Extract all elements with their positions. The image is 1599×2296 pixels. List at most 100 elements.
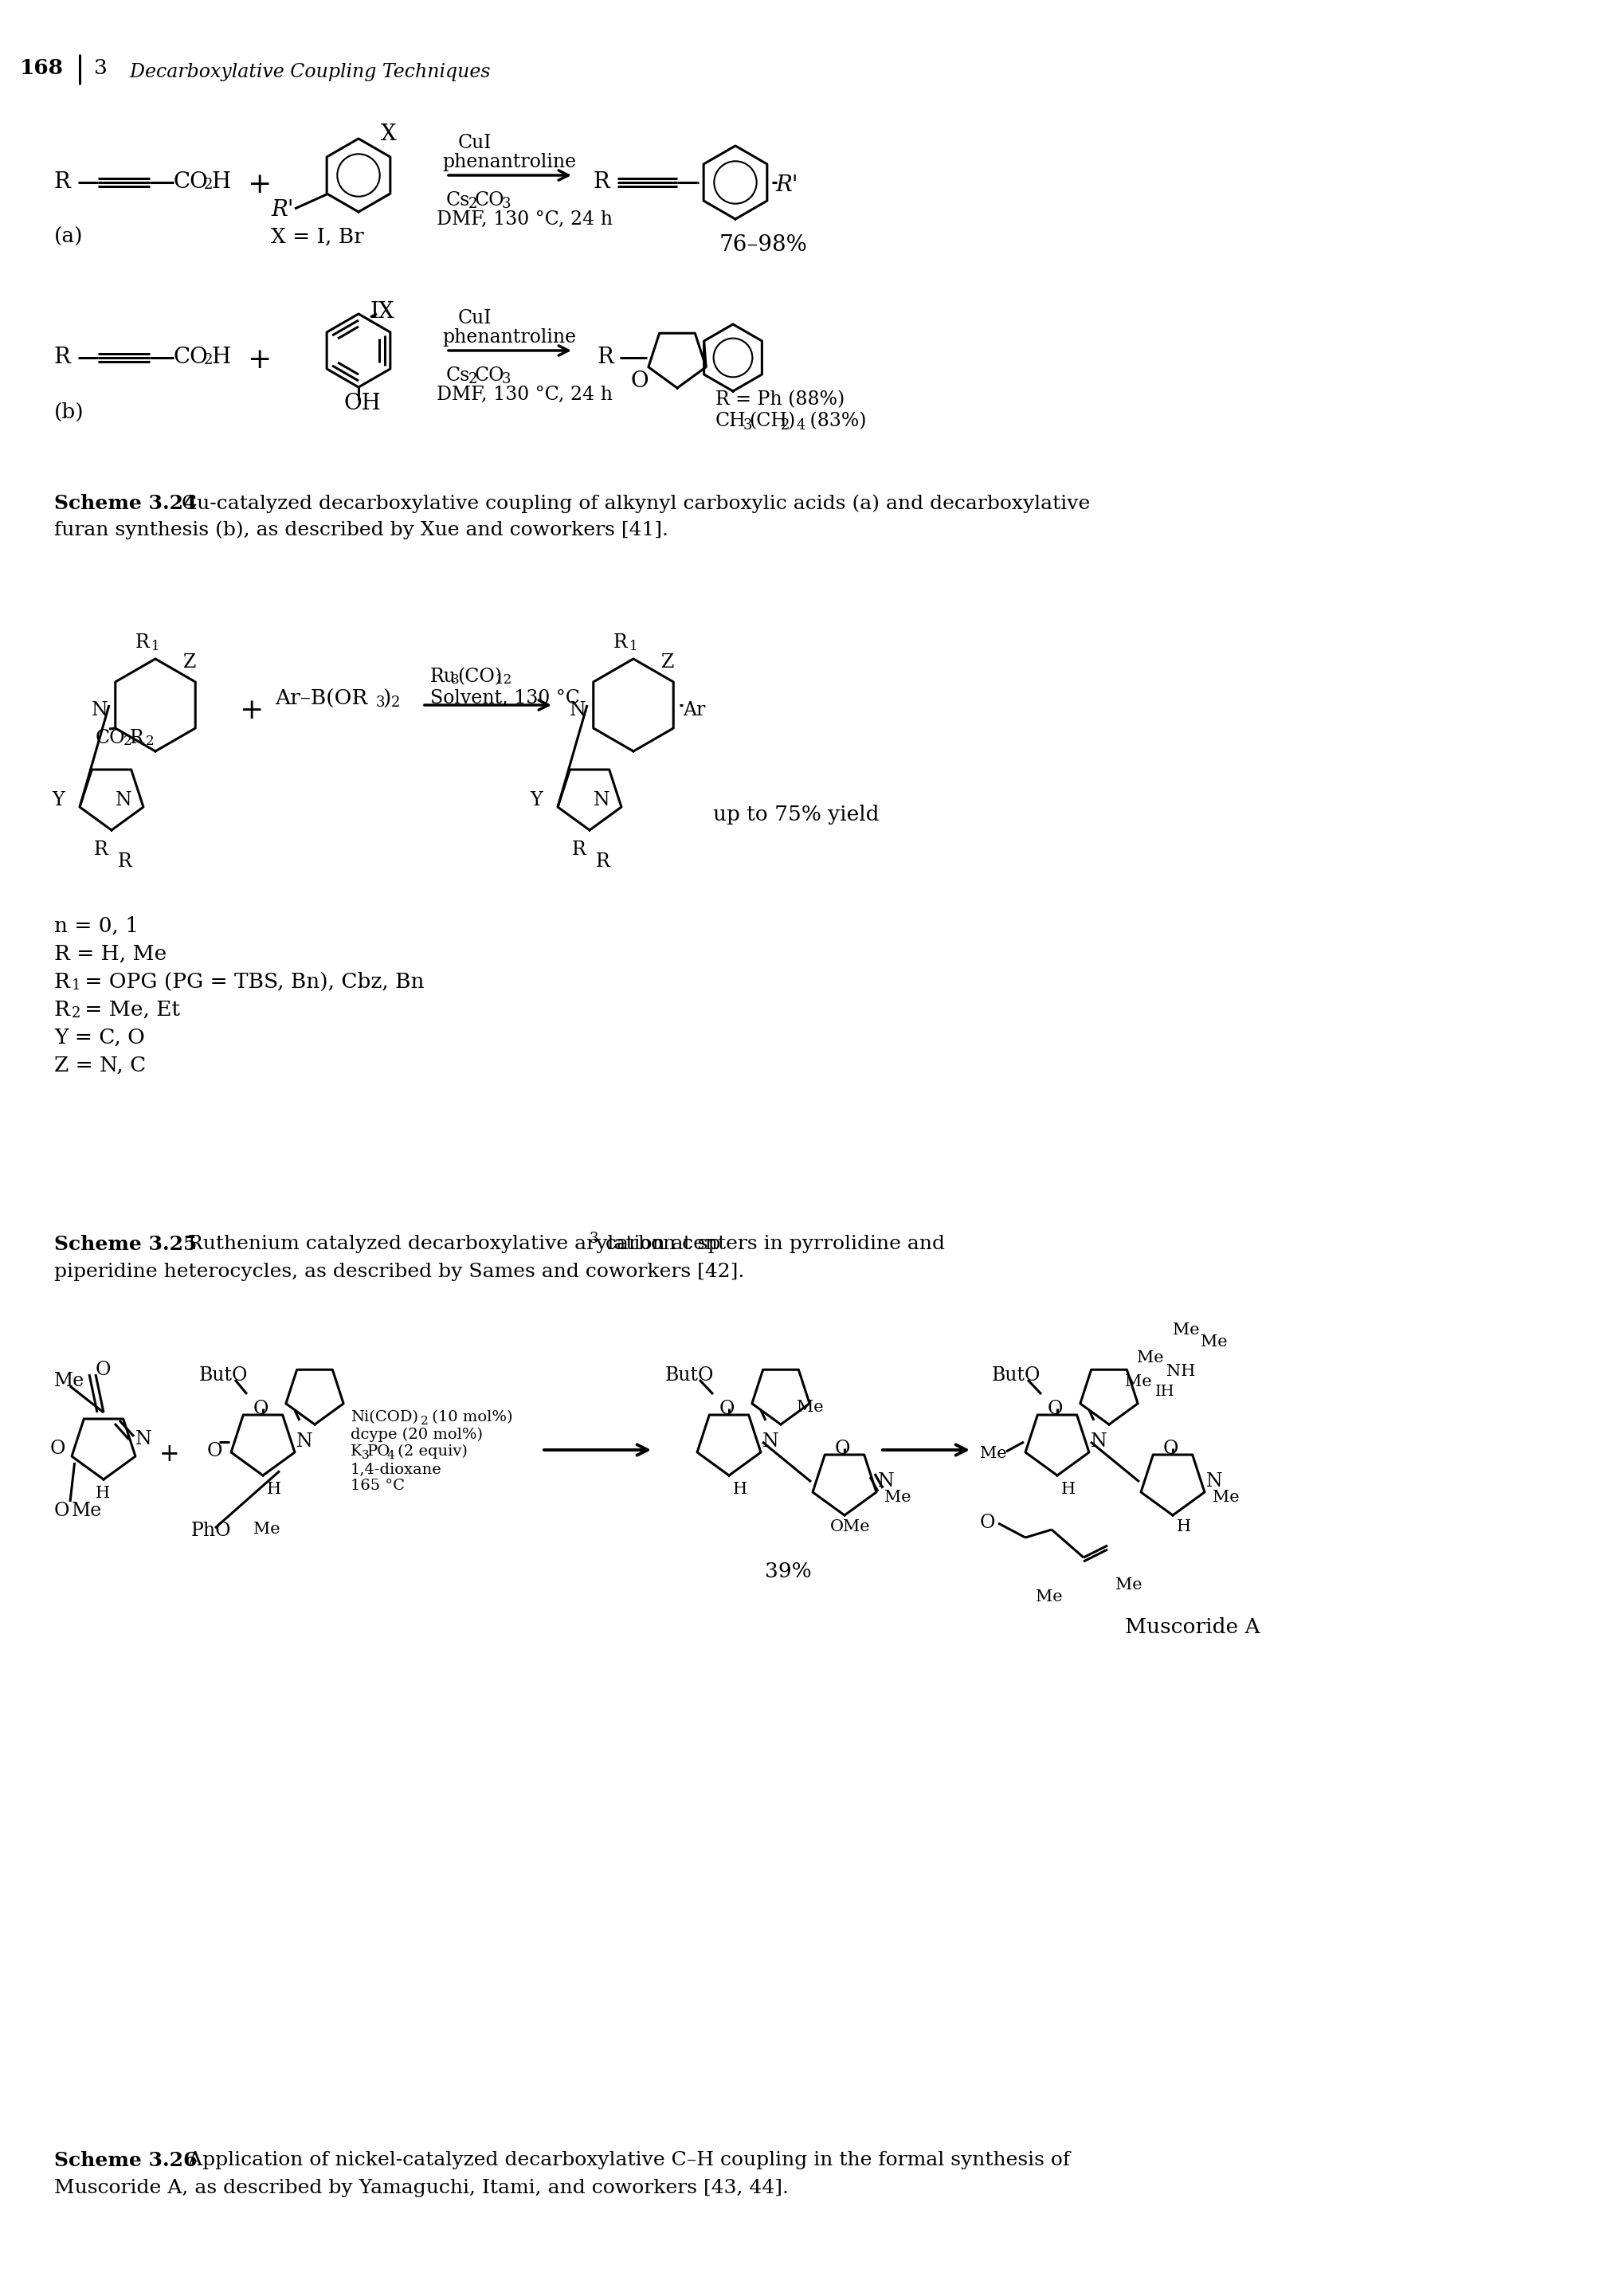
Text: H: H xyxy=(211,347,230,367)
Text: Y = C, O: Y = C, O xyxy=(54,1029,146,1047)
Text: furan synthesis (b), as described by Xue and coworkers [41].: furan synthesis (b), as described by Xue… xyxy=(54,521,668,540)
Text: H: H xyxy=(732,1481,747,1497)
Text: N: N xyxy=(296,1433,313,1451)
Text: ButO: ButO xyxy=(991,1366,1041,1384)
Text: O: O xyxy=(96,1362,110,1380)
Text: Muscoride A: Muscoride A xyxy=(1124,1616,1260,1637)
Text: R: R xyxy=(118,852,133,870)
Text: H: H xyxy=(1060,1481,1075,1497)
Text: 2: 2 xyxy=(469,372,477,386)
Text: O: O xyxy=(720,1401,734,1419)
Text: X: X xyxy=(381,124,397,145)
Text: R: R xyxy=(572,840,585,859)
Text: n = 0, 1: n = 0, 1 xyxy=(54,916,139,937)
Text: 3: 3 xyxy=(361,1451,369,1460)
Text: R: R xyxy=(54,999,70,1019)
Text: Me: Me xyxy=(1172,1322,1199,1339)
Text: N: N xyxy=(91,700,109,719)
Text: 3: 3 xyxy=(502,197,510,211)
Text: up to 75% yield: up to 75% yield xyxy=(713,804,879,824)
Text: IX: IX xyxy=(371,301,395,324)
Text: N: N xyxy=(878,1472,894,1490)
Text: Me: Me xyxy=(1212,1490,1239,1504)
Text: Scheme 3.26: Scheme 3.26 xyxy=(54,2151,197,2170)
Text: Z = N, C: Z = N, C xyxy=(54,1056,146,1075)
Text: 2: 2 xyxy=(780,418,790,432)
Text: O: O xyxy=(253,1401,269,1419)
Text: Muscoride A, as described by Yamaguchi, Itami, and coworkers [43, 44].: Muscoride A, as described by Yamaguchi, … xyxy=(54,2179,788,2197)
Text: Scheme 3.24: Scheme 3.24 xyxy=(54,494,197,512)
Text: CO: CO xyxy=(96,728,125,746)
Text: Ar–B(OR: Ar–B(OR xyxy=(275,689,368,709)
Text: CO: CO xyxy=(174,347,208,367)
Text: O: O xyxy=(835,1440,851,1458)
Text: 1: 1 xyxy=(152,641,160,654)
Text: CuI: CuI xyxy=(457,133,492,152)
Text: R = H, Me: R = H, Me xyxy=(54,944,166,964)
Text: Solvent, 130 °C: Solvent, 130 °C xyxy=(430,689,579,707)
Text: Ni(COD): Ni(COD) xyxy=(350,1410,417,1424)
Text: N: N xyxy=(136,1430,152,1449)
Text: +: + xyxy=(160,1442,179,1467)
Text: N: N xyxy=(593,792,609,810)
Text: IH: IH xyxy=(1154,1384,1174,1398)
Text: CO: CO xyxy=(174,172,208,193)
Text: 3: 3 xyxy=(376,696,385,709)
Text: N: N xyxy=(763,1433,779,1451)
Text: Cs: Cs xyxy=(446,367,470,386)
Text: 2: 2 xyxy=(469,197,477,211)
Text: Me: Me xyxy=(54,1373,85,1389)
Text: R = Ph (88%): R = Ph (88%) xyxy=(715,390,844,409)
Text: 168: 168 xyxy=(19,57,64,78)
Text: R: R xyxy=(54,971,70,992)
Text: 1,4-dioxane: 1,4-dioxane xyxy=(350,1463,441,1476)
Text: 3: 3 xyxy=(744,418,752,432)
Text: DMF, 130 °C, 24 h: DMF, 130 °C, 24 h xyxy=(437,211,612,230)
Text: NH: NH xyxy=(1166,1364,1194,1380)
Text: R': R' xyxy=(776,174,798,195)
Text: CO: CO xyxy=(475,191,505,209)
Text: R: R xyxy=(596,852,609,870)
Text: Z: Z xyxy=(184,654,197,673)
Text: (a): (a) xyxy=(54,227,83,248)
Text: carbon centers in pyrrolidine and: carbon centers in pyrrolidine and xyxy=(600,1235,945,1254)
Text: = Me, Et: = Me, Et xyxy=(78,999,181,1019)
Text: 1: 1 xyxy=(628,641,638,654)
Text: ButO: ButO xyxy=(665,1366,713,1384)
Text: PhO: PhO xyxy=(192,1522,232,1541)
Text: O: O xyxy=(1162,1440,1178,1458)
Text: (CO): (CO) xyxy=(457,668,502,687)
Text: R: R xyxy=(54,172,70,193)
Text: H: H xyxy=(1177,1520,1191,1534)
Text: Me: Me xyxy=(1035,1589,1062,1605)
Text: N: N xyxy=(1206,1472,1222,1490)
Text: ButO: ButO xyxy=(200,1366,248,1384)
Text: X = I, Br: X = I, Br xyxy=(270,227,363,248)
Text: N: N xyxy=(115,792,131,810)
Text: O: O xyxy=(980,1513,995,1531)
Text: CuI: CuI xyxy=(457,310,492,328)
Text: R: R xyxy=(94,840,109,859)
Text: Y: Y xyxy=(529,792,542,810)
Text: 2: 2 xyxy=(72,1006,80,1019)
Text: Me: Me xyxy=(253,1522,280,1536)
Text: +: + xyxy=(246,347,272,374)
Text: PO: PO xyxy=(368,1444,390,1458)
Text: Decarboxylative Coupling Techniques: Decarboxylative Coupling Techniques xyxy=(118,62,491,80)
Text: ): ) xyxy=(382,689,390,709)
Text: Z: Z xyxy=(660,654,673,673)
Text: O: O xyxy=(206,1442,222,1460)
Text: Cs: Cs xyxy=(446,191,470,209)
Text: piperidine heterocycles, as described by Sames and coworkers [42].: piperidine heterocycles, as described by… xyxy=(54,1263,744,1281)
Text: Me: Me xyxy=(884,1490,911,1504)
Text: 3: 3 xyxy=(590,1231,598,1247)
Text: 39%: 39% xyxy=(764,1561,811,1582)
Text: (b): (b) xyxy=(54,402,85,422)
Text: Scheme 3.25: Scheme 3.25 xyxy=(54,1235,197,1254)
Text: ): ) xyxy=(787,411,795,429)
Text: Me: Me xyxy=(796,1401,823,1414)
Text: 4: 4 xyxy=(387,1451,395,1460)
Text: R: R xyxy=(598,347,614,367)
Text: 165 °C: 165 °C xyxy=(350,1479,405,1492)
Text: H: H xyxy=(211,172,230,193)
